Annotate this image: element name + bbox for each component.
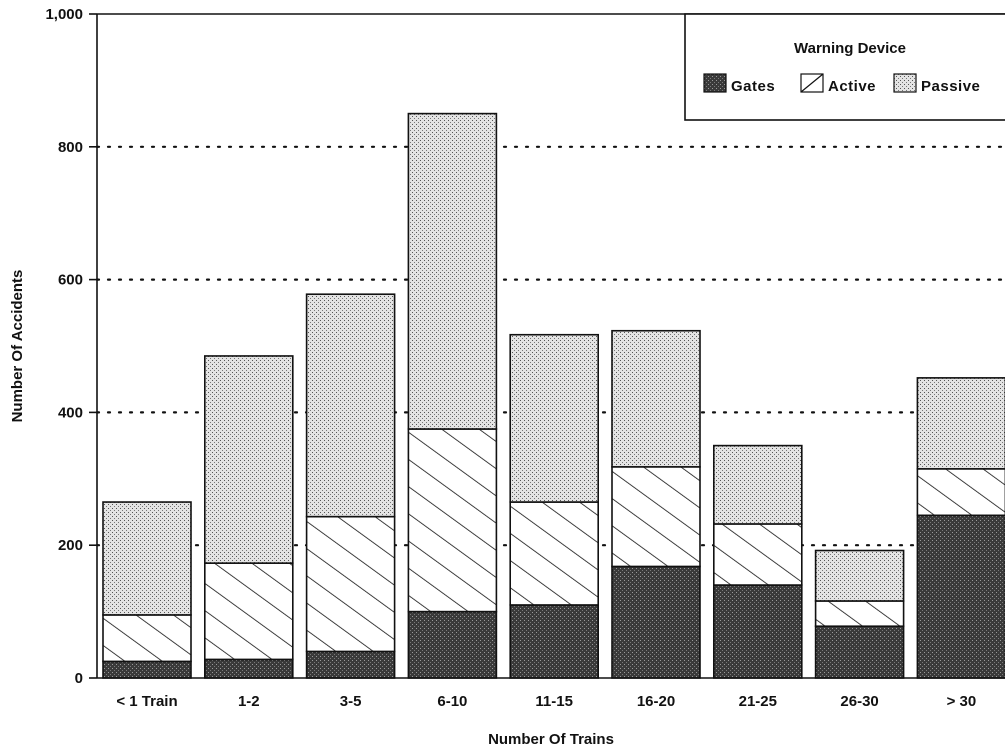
x-tick-label: < 1 Train (116, 693, 177, 710)
bar-segment-gates (916, 514, 1005, 679)
bar-segment-gates (814, 625, 905, 679)
y-tick-label: 1,000 (45, 6, 83, 23)
legend: Warning Device Gates Active Passive (684, 13, 1005, 121)
bar-segment-active (407, 428, 498, 613)
y-tick-label: 600 (58, 272, 83, 289)
bar-segment-gates (509, 604, 600, 679)
legend-title: Warning Device (794, 40, 906, 57)
y-tick-label: 800 (58, 139, 83, 156)
bar-segment-passive (204, 355, 294, 564)
y-tick-label: 400 (58, 404, 83, 421)
bar-segment-gates (712, 584, 803, 679)
x-tick-label: 11-15 (535, 693, 573, 710)
bar-segment-passive (712, 444, 803, 525)
bar-segment-passive (509, 333, 600, 503)
bars (102, 112, 1005, 679)
legend-label-active: Active (828, 78, 876, 95)
legend-label-passive: Passive (921, 78, 980, 95)
x-tick-label: 26-30 (840, 693, 878, 710)
legend-label-gates: Gates (731, 78, 775, 95)
legend-box (684, 13, 1005, 121)
x-tick-label: 3-5 (340, 693, 362, 710)
x-tick-label: > 30 (947, 693, 977, 710)
bar-segment-passive (814, 549, 905, 602)
bar-segment-gates (611, 565, 701, 679)
bar-segment-gates (407, 610, 498, 679)
x-tick-label: 21-25 (739, 693, 777, 710)
legend-swatch-passive (893, 73, 917, 93)
y-tick-label: 0 (75, 670, 83, 687)
bar-segment-passive (407, 112, 498, 430)
bar-segment-passive (611, 329, 701, 468)
x-tick-label: 16-20 (637, 693, 675, 710)
bar-segment-active (204, 562, 294, 661)
bar-segment-active (509, 501, 600, 606)
bar-segment-passive (916, 377, 1005, 470)
bar-segment-gates (204, 658, 294, 679)
bar-segment-gates (102, 660, 192, 679)
bar-segment-active (712, 523, 803, 586)
bar-segment-passive (102, 501, 192, 616)
x-axis-title: Number Of Trains (488, 731, 614, 748)
x-tick-label: 1-2 (238, 693, 260, 710)
x-tick-label: 6-10 (437, 693, 467, 710)
bar-segment-active (305, 515, 396, 653)
legend-swatch-active-hatch (800, 73, 824, 93)
bar-segment-active (916, 468, 1005, 517)
bar-segment-active (611, 466, 701, 568)
bar-segment-active (102, 614, 192, 663)
y-tick-label: 200 (58, 537, 83, 554)
y-axis-ticks: 0 200 400 600 800 1,000 (45, 6, 97, 687)
x-axis-ticks: < 1 Train 1-2 3-5 6-10 11-15 16-20 21-25 26-30 >… (116, 693, 976, 710)
legend-swatch-gates (703, 73, 727, 93)
bar-segment-passive (305, 293, 396, 518)
bar-segment-gates (305, 650, 396, 679)
y-axis-title: Number Of Accidents (9, 270, 26, 423)
bar-segment-active (814, 600, 905, 628)
